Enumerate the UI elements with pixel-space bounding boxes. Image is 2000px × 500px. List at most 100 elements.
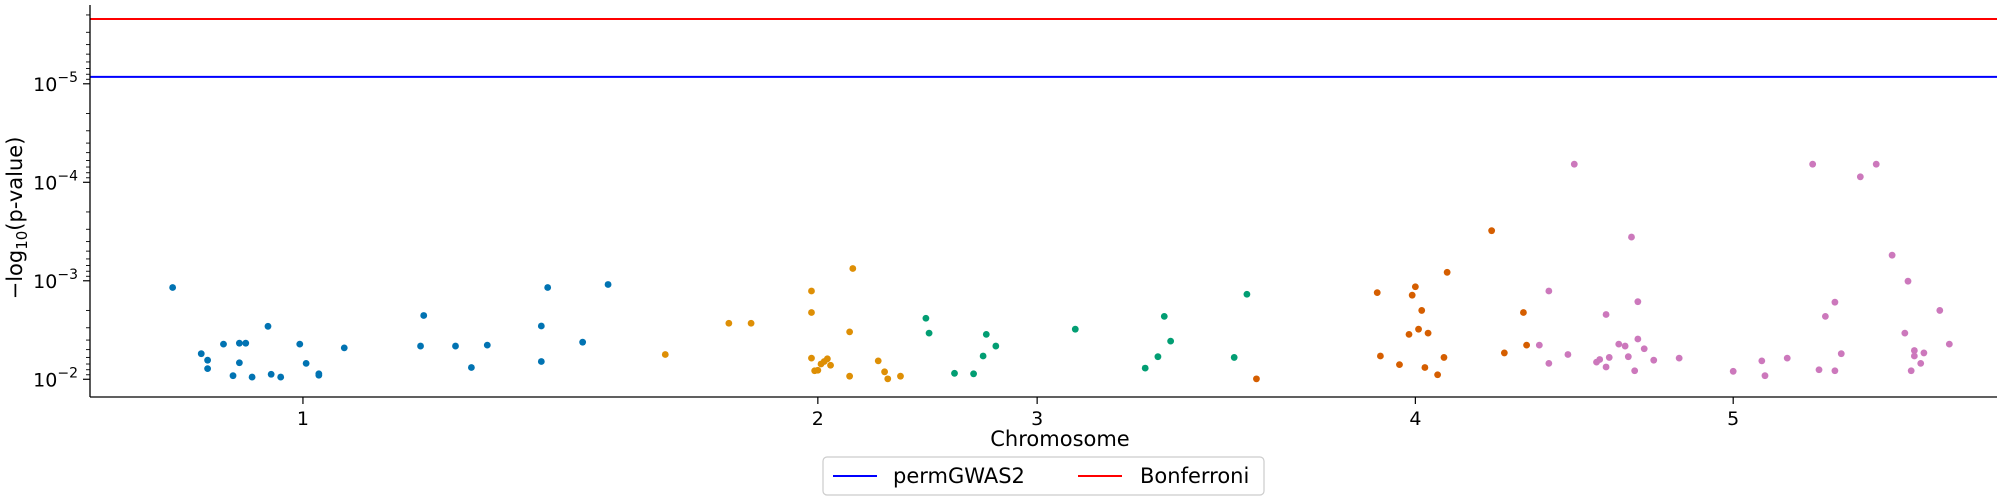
point-chr1 bbox=[537, 358, 545, 365]
point-chr3 bbox=[951, 369, 958, 377]
point-chr1 bbox=[204, 356, 211, 364]
axes bbox=[89, 5, 1997, 398]
point-chr1 bbox=[417, 342, 424, 350]
x-ticks: 1 2 3 4 5 bbox=[297, 397, 1739, 430]
point-chr5 bbox=[1535, 341, 1543, 349]
point-chr4 bbox=[1418, 307, 1426, 314]
point-chr3 bbox=[970, 370, 977, 378]
point-chr5 bbox=[1545, 287, 1553, 295]
point-chr5 bbox=[1624, 353, 1632, 361]
point-chr5 bbox=[1888, 251, 1896, 259]
point-chr2 bbox=[661, 351, 669, 358]
point-chr2 bbox=[823, 355, 831, 363]
point-chr1 bbox=[235, 339, 243, 347]
point-chr3 bbox=[1160, 313, 1168, 320]
point-chr4 bbox=[1520, 309, 1527, 316]
point-chr1 bbox=[604, 281, 612, 288]
point-chr5 bbox=[1615, 340, 1623, 348]
point-chr5 bbox=[1783, 354, 1791, 362]
point-chr5 bbox=[1936, 307, 1944, 314]
point-chr4 bbox=[1421, 364, 1429, 371]
point-chr5 bbox=[1605, 354, 1613, 361]
point-chr5 bbox=[1910, 347, 1918, 354]
y-ticks: 10−210−310−410−5 bbox=[33, 14, 90, 391]
point-chr2 bbox=[846, 328, 854, 336]
point-chr5 bbox=[1650, 356, 1658, 364]
point-chr3 bbox=[1243, 290, 1251, 298]
point-chr1 bbox=[296, 340, 304, 348]
point-chr5 bbox=[1545, 359, 1553, 367]
point-chr3 bbox=[979, 352, 987, 360]
point-chr5 bbox=[1872, 160, 1880, 168]
point-chr2 bbox=[897, 372, 904, 380]
point-chr5 bbox=[1634, 298, 1642, 306]
y-tick-base: 10 bbox=[33, 172, 57, 194]
point-chr3 bbox=[1071, 325, 1079, 333]
x-tick-label: 2 bbox=[812, 408, 824, 430]
point-chr5 bbox=[1634, 335, 1642, 343]
point-chr3 bbox=[992, 342, 1000, 350]
point-chr5 bbox=[1602, 363, 1610, 371]
y-tick-exponent: −4 bbox=[57, 168, 78, 184]
point-chr5 bbox=[1729, 367, 1737, 375]
y-tick-exponent: −3 bbox=[57, 267, 78, 283]
y-tick-base: 10 bbox=[33, 369, 57, 391]
point-chr4 bbox=[1373, 289, 1381, 297]
point-chr5 bbox=[1640, 345, 1648, 353]
point-chr5 bbox=[1758, 357, 1766, 365]
point-chr3 bbox=[925, 329, 933, 337]
point-chr5 bbox=[1570, 160, 1578, 168]
point-chr5 bbox=[1917, 359, 1925, 367]
point-chr5 bbox=[1901, 329, 1909, 337]
point-chr5 bbox=[1675, 354, 1683, 362]
point-chr2 bbox=[808, 354, 815, 362]
point-chr3 bbox=[1167, 337, 1175, 345]
y-axis-title: −log10(p-value) bbox=[3, 137, 31, 300]
point-chr5 bbox=[1837, 350, 1845, 358]
y-tick-base: 10 bbox=[33, 74, 57, 96]
legend: permGWAS2 Bonferroni bbox=[822, 456, 1265, 496]
point-chr5 bbox=[1821, 313, 1829, 320]
y-tick-label: 10−4 bbox=[33, 168, 78, 194]
point-chr1 bbox=[169, 284, 177, 291]
point-chr5 bbox=[1856, 173, 1864, 181]
point-chr4 bbox=[1500, 349, 1508, 357]
point-chr1 bbox=[264, 322, 272, 330]
point-chr1 bbox=[302, 359, 310, 367]
point-chr2 bbox=[827, 361, 834, 369]
point-chr1 bbox=[277, 373, 285, 381]
point-chr4 bbox=[1405, 330, 1413, 338]
point-chr1 bbox=[315, 371, 323, 379]
point-chr1 bbox=[420, 312, 428, 319]
point-chr4 bbox=[1408, 291, 1416, 299]
point-chr2 bbox=[808, 287, 815, 295]
y-axis-title-prefix: −log bbox=[3, 250, 27, 300]
point-chr5 bbox=[1815, 366, 1823, 374]
point-chr5 bbox=[1621, 342, 1629, 350]
x-tick-label: 5 bbox=[1727, 408, 1739, 430]
point-chr5 bbox=[1920, 349, 1928, 357]
point-chr4 bbox=[1434, 371, 1442, 379]
point-chr5 bbox=[1945, 340, 1953, 348]
point-chr2 bbox=[814, 366, 822, 374]
point-chr5 bbox=[1596, 356, 1604, 363]
point-chr5 bbox=[1564, 351, 1572, 358]
point-chr5 bbox=[1904, 277, 1912, 285]
point-chr5 bbox=[1761, 372, 1769, 380]
point-chr2 bbox=[747, 319, 755, 327]
x-tick-label: 4 bbox=[1409, 408, 1421, 430]
point-chr1 bbox=[242, 339, 250, 347]
point-chr5 bbox=[1602, 311, 1610, 318]
point-chr1 bbox=[235, 359, 243, 367]
point-chr1 bbox=[483, 341, 491, 349]
y-tick-exponent: −5 bbox=[57, 70, 78, 86]
x-axis-title: Chromosome bbox=[990, 427, 1129, 451]
point-chr5 bbox=[1809, 160, 1817, 168]
point-chr2 bbox=[881, 368, 888, 376]
point-chr2 bbox=[874, 357, 882, 365]
point-chr4 bbox=[1424, 329, 1432, 337]
legend-label-bonferroni: Bonferroni bbox=[1140, 464, 1249, 488]
point-chr1 bbox=[267, 370, 275, 378]
point-chr1 bbox=[197, 350, 205, 358]
